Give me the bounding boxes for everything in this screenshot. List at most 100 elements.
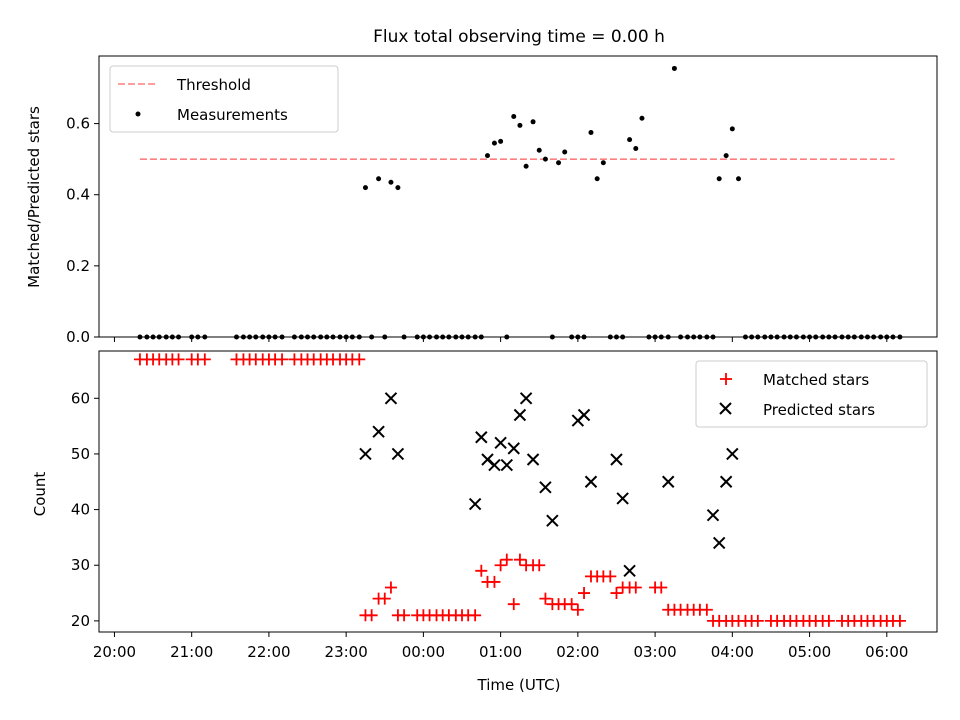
predicted-stars-points (359, 392, 739, 577)
measurement-point (633, 145, 639, 151)
matched-star-point (172, 353, 185, 366)
matched-star-point (513, 553, 526, 566)
matched-star-point (751, 614, 764, 627)
bottom-y-tick-label: 30 (71, 556, 90, 574)
predicted-star-point (500, 458, 514, 472)
x-tick-label: 02:00 (556, 643, 599, 661)
predicted-star-point (513, 408, 527, 422)
legend-threshold-label: Threshold (176, 76, 251, 94)
top-y-ticks: 0.0 0.2 0.4 0.6 (66, 115, 99, 346)
matched-star-point (700, 603, 713, 616)
bottom-x-ticks: 20:00 21:00 22:00 23:00 00:00 01:00 02:00 03:00… (93, 632, 908, 661)
matched-star-point (822, 614, 835, 627)
x-tick-label: 20:00 (93, 643, 136, 661)
chart-title: Flux total observing time = 0.00 h (373, 27, 665, 47)
bottom-panel: 20 30 40 50 60 20:00 21:00 22:00 23:00 00:00 01:0… (31, 350, 938, 694)
x-tick-label: 21:00 (170, 643, 213, 661)
measurement-point (498, 138, 504, 144)
matched-star-point (365, 609, 378, 622)
predicted-star-point (712, 536, 726, 550)
matched-star-point (475, 564, 488, 577)
predicted-star-point (526, 453, 540, 466)
matched-star-point (198, 353, 211, 366)
top-panel: 0.0 0.2 0.4 0.6 Matched/Predicted stars Thr… (25, 55, 938, 346)
measurement-point (388, 179, 394, 185)
legend-predicted-swatch (719, 402, 732, 415)
matched-star-point (384, 581, 397, 594)
matched-star-point (494, 559, 507, 572)
bottom-legend: Matched stars Predicted stars (695, 360, 928, 428)
matched-star-point (571, 603, 584, 616)
bottom-y-label: Count (31, 472, 49, 517)
bottom-axes-frame (98, 350, 938, 633)
predicted-star-point (468, 497, 482, 511)
x-tick-label: 00:00 (402, 643, 445, 661)
measurement-point (362, 185, 368, 191)
measurement-point (716, 176, 722, 182)
top-y-tick-label: 0.2 (66, 257, 90, 275)
x-tick-label: 23:00 (325, 643, 368, 661)
x-tick-label: 22:00 (247, 643, 290, 661)
matched-star-point (469, 609, 482, 622)
measurement-point (600, 160, 606, 166)
predicted-star-point (719, 475, 733, 488)
predicted-star-point (488, 458, 501, 472)
matched-stars-points (133, 353, 906, 627)
bottom-y-tick-label: 50 (71, 445, 90, 463)
predicted-star-point (391, 447, 405, 461)
matched-star-point (378, 592, 391, 605)
measurement-point (376, 176, 382, 182)
x-tick-label: 05:00 (788, 643, 831, 661)
matched-star-point (565, 598, 578, 611)
legend-matched-swatch (720, 373, 732, 385)
measurement-point (627, 137, 633, 143)
measurement-point (511, 113, 517, 119)
bottom-legend-box (695, 360, 928, 428)
top-y-tick-label: 0.0 (66, 328, 90, 346)
predicted-star-point (494, 436, 507, 450)
measurement-point (523, 163, 529, 169)
matched-star-point (893, 614, 906, 627)
x-tick-label: 01:00 (479, 643, 522, 661)
top-y-label: Matched/Predicted stars (25, 106, 43, 288)
matched-star-point (488, 575, 501, 588)
predicted-star-point (616, 492, 629, 505)
matched-star-point (578, 587, 591, 600)
legend-measurements-swatch (135, 111, 141, 117)
predicted-star-point (577, 408, 591, 422)
predicted-star-point (610, 453, 623, 466)
x-tick-label: 06:00 (865, 643, 908, 661)
top-y-tick-label: 0.6 (66, 115, 90, 133)
matched-star-point (276, 353, 289, 366)
bottom-y-ticks: 20 30 40 50 60 (71, 389, 99, 630)
measurement-point (639, 115, 645, 121)
top-legend: Threshold Measurements (109, 65, 339, 133)
matched-star-point (604, 570, 617, 583)
legend-predicted-label: Predicted stars (763, 401, 875, 419)
measurement-point (484, 153, 490, 159)
x-tick-label: 04:00 (711, 643, 754, 661)
predicted-star-point (546, 514, 559, 527)
predicted-star-point (584, 475, 598, 488)
bottom-y-tick-label: 60 (71, 389, 90, 407)
predicted-star-point (539, 481, 552, 494)
measurement-point (723, 153, 729, 159)
measurement-point (536, 147, 542, 153)
matched-star-point (629, 581, 642, 594)
measurement-point (671, 65, 677, 71)
predicted-star-point (475, 431, 488, 444)
measurement-point (530, 119, 536, 125)
measurement-point (729, 126, 735, 132)
predicted-star-point (359, 447, 372, 461)
measurement-point (395, 185, 401, 191)
legend-matched-label: Matched stars (763, 371, 869, 389)
measurement-point (491, 140, 497, 146)
measurement-point (517, 122, 523, 128)
x-tick-label: 03:00 (633, 643, 676, 661)
top-legend-box (109, 65, 339, 133)
measurement-point (588, 129, 594, 135)
predicted-star-point (372, 425, 385, 438)
predicted-star-point (507, 442, 520, 455)
x-axis-label: Time (UTC) (477, 676, 561, 694)
